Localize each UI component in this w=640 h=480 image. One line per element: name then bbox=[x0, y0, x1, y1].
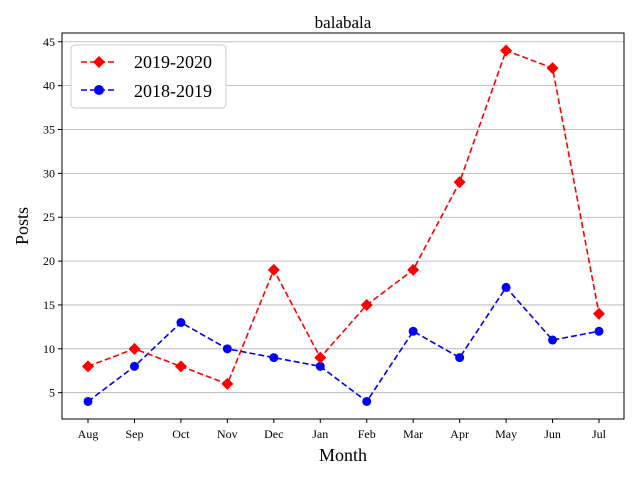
data-point-2018-2019 bbox=[455, 353, 465, 363]
x-tick-label: Feb bbox=[358, 427, 376, 441]
data-point-2019-2020 bbox=[407, 263, 420, 276]
data-point-2019-2020 bbox=[314, 351, 327, 364]
data-point-2018-2019 bbox=[315, 361, 325, 371]
legend-marker-circle-icon bbox=[94, 85, 104, 95]
y-tick-label: 40 bbox=[43, 79, 55, 93]
data-point-2018-2019 bbox=[548, 335, 558, 345]
series-layer bbox=[82, 44, 605, 406]
y-tick-label: 30 bbox=[43, 166, 55, 180]
x-tick-label: May bbox=[495, 427, 517, 441]
data-point-2018-2019 bbox=[501, 282, 511, 292]
y-axis: 5 10 15 20 25 30 35 40 45 bbox=[43, 35, 62, 400]
x-axis-label: Month bbox=[319, 445, 367, 465]
data-point-2018-2019 bbox=[408, 326, 418, 336]
data-point-2018-2019 bbox=[129, 361, 139, 371]
x-tick-label: Jun bbox=[544, 427, 561, 441]
y-tick-label: 25 bbox=[43, 210, 55, 224]
y-tick-label: 10 bbox=[43, 342, 55, 356]
legend-label-2019-2020: 2019-2020 bbox=[134, 52, 212, 72]
data-point-2019-2020 bbox=[128, 342, 141, 355]
plot-frame bbox=[61, 32, 625, 420]
y-tick-label: 35 bbox=[43, 123, 55, 137]
data-point-2019-2020 bbox=[221, 377, 234, 390]
data-point-2018-2019 bbox=[176, 318, 186, 327]
x-axis: Aug Sep Oct Nov Dec Jan Feb Mar Apr May Jun Jul bbox=[78, 419, 607, 441]
data-point-2018-2019 bbox=[269, 353, 279, 363]
data-point-2018-2019 bbox=[222, 344, 232, 354]
y-tick-label: 45 bbox=[43, 35, 55, 49]
y-tick-label: 15 bbox=[43, 298, 55, 312]
legend-marker-diamond-icon bbox=[93, 56, 105, 68]
data-point-2019-2020 bbox=[500, 44, 513, 57]
data-point-2018-2019 bbox=[83, 396, 93, 406]
x-tick-label: Mar bbox=[403, 427, 423, 441]
data-point-2019-2020 bbox=[453, 176, 466, 189]
x-tick-label: Dec bbox=[264, 427, 283, 441]
data-point-2018-2019 bbox=[362, 396, 372, 406]
x-tick-label: Aug bbox=[78, 427, 99, 441]
data-point-2019-2020 bbox=[267, 263, 280, 276]
series-line-2018-2019 bbox=[87, 286, 600, 403]
series-line-2019-2020 bbox=[87, 49, 600, 385]
chart-title: balabala bbox=[315, 13, 372, 32]
legend-label-2018-2019: 2018-2019 bbox=[134, 81, 212, 101]
x-tick-label: Jan bbox=[312, 427, 328, 441]
x-tick-label: Sep bbox=[125, 427, 143, 441]
x-tick-label: Nov bbox=[217, 427, 238, 441]
x-tick-label: Jul bbox=[592, 427, 607, 441]
x-tick-label: Apr bbox=[450, 427, 469, 441]
data-point-2019-2020 bbox=[593, 307, 605, 320]
y-tick-label: 20 bbox=[43, 254, 55, 268]
y-tick-label: 5 bbox=[49, 386, 55, 400]
data-point-2019-2020 bbox=[82, 360, 94, 373]
data-point-2019-2020 bbox=[360, 298, 373, 311]
legend-box bbox=[70, 44, 227, 109]
data-point-2019-2020 bbox=[174, 360, 187, 373]
x-tick-label: Oct bbox=[172, 427, 190, 441]
y-axis-label: Posts bbox=[12, 207, 32, 245]
data-point-2018-2019 bbox=[594, 326, 604, 336]
legend: 2019-2020 2018-2019 bbox=[70, 44, 227, 109]
data-point-2019-2020 bbox=[546, 62, 559, 75]
